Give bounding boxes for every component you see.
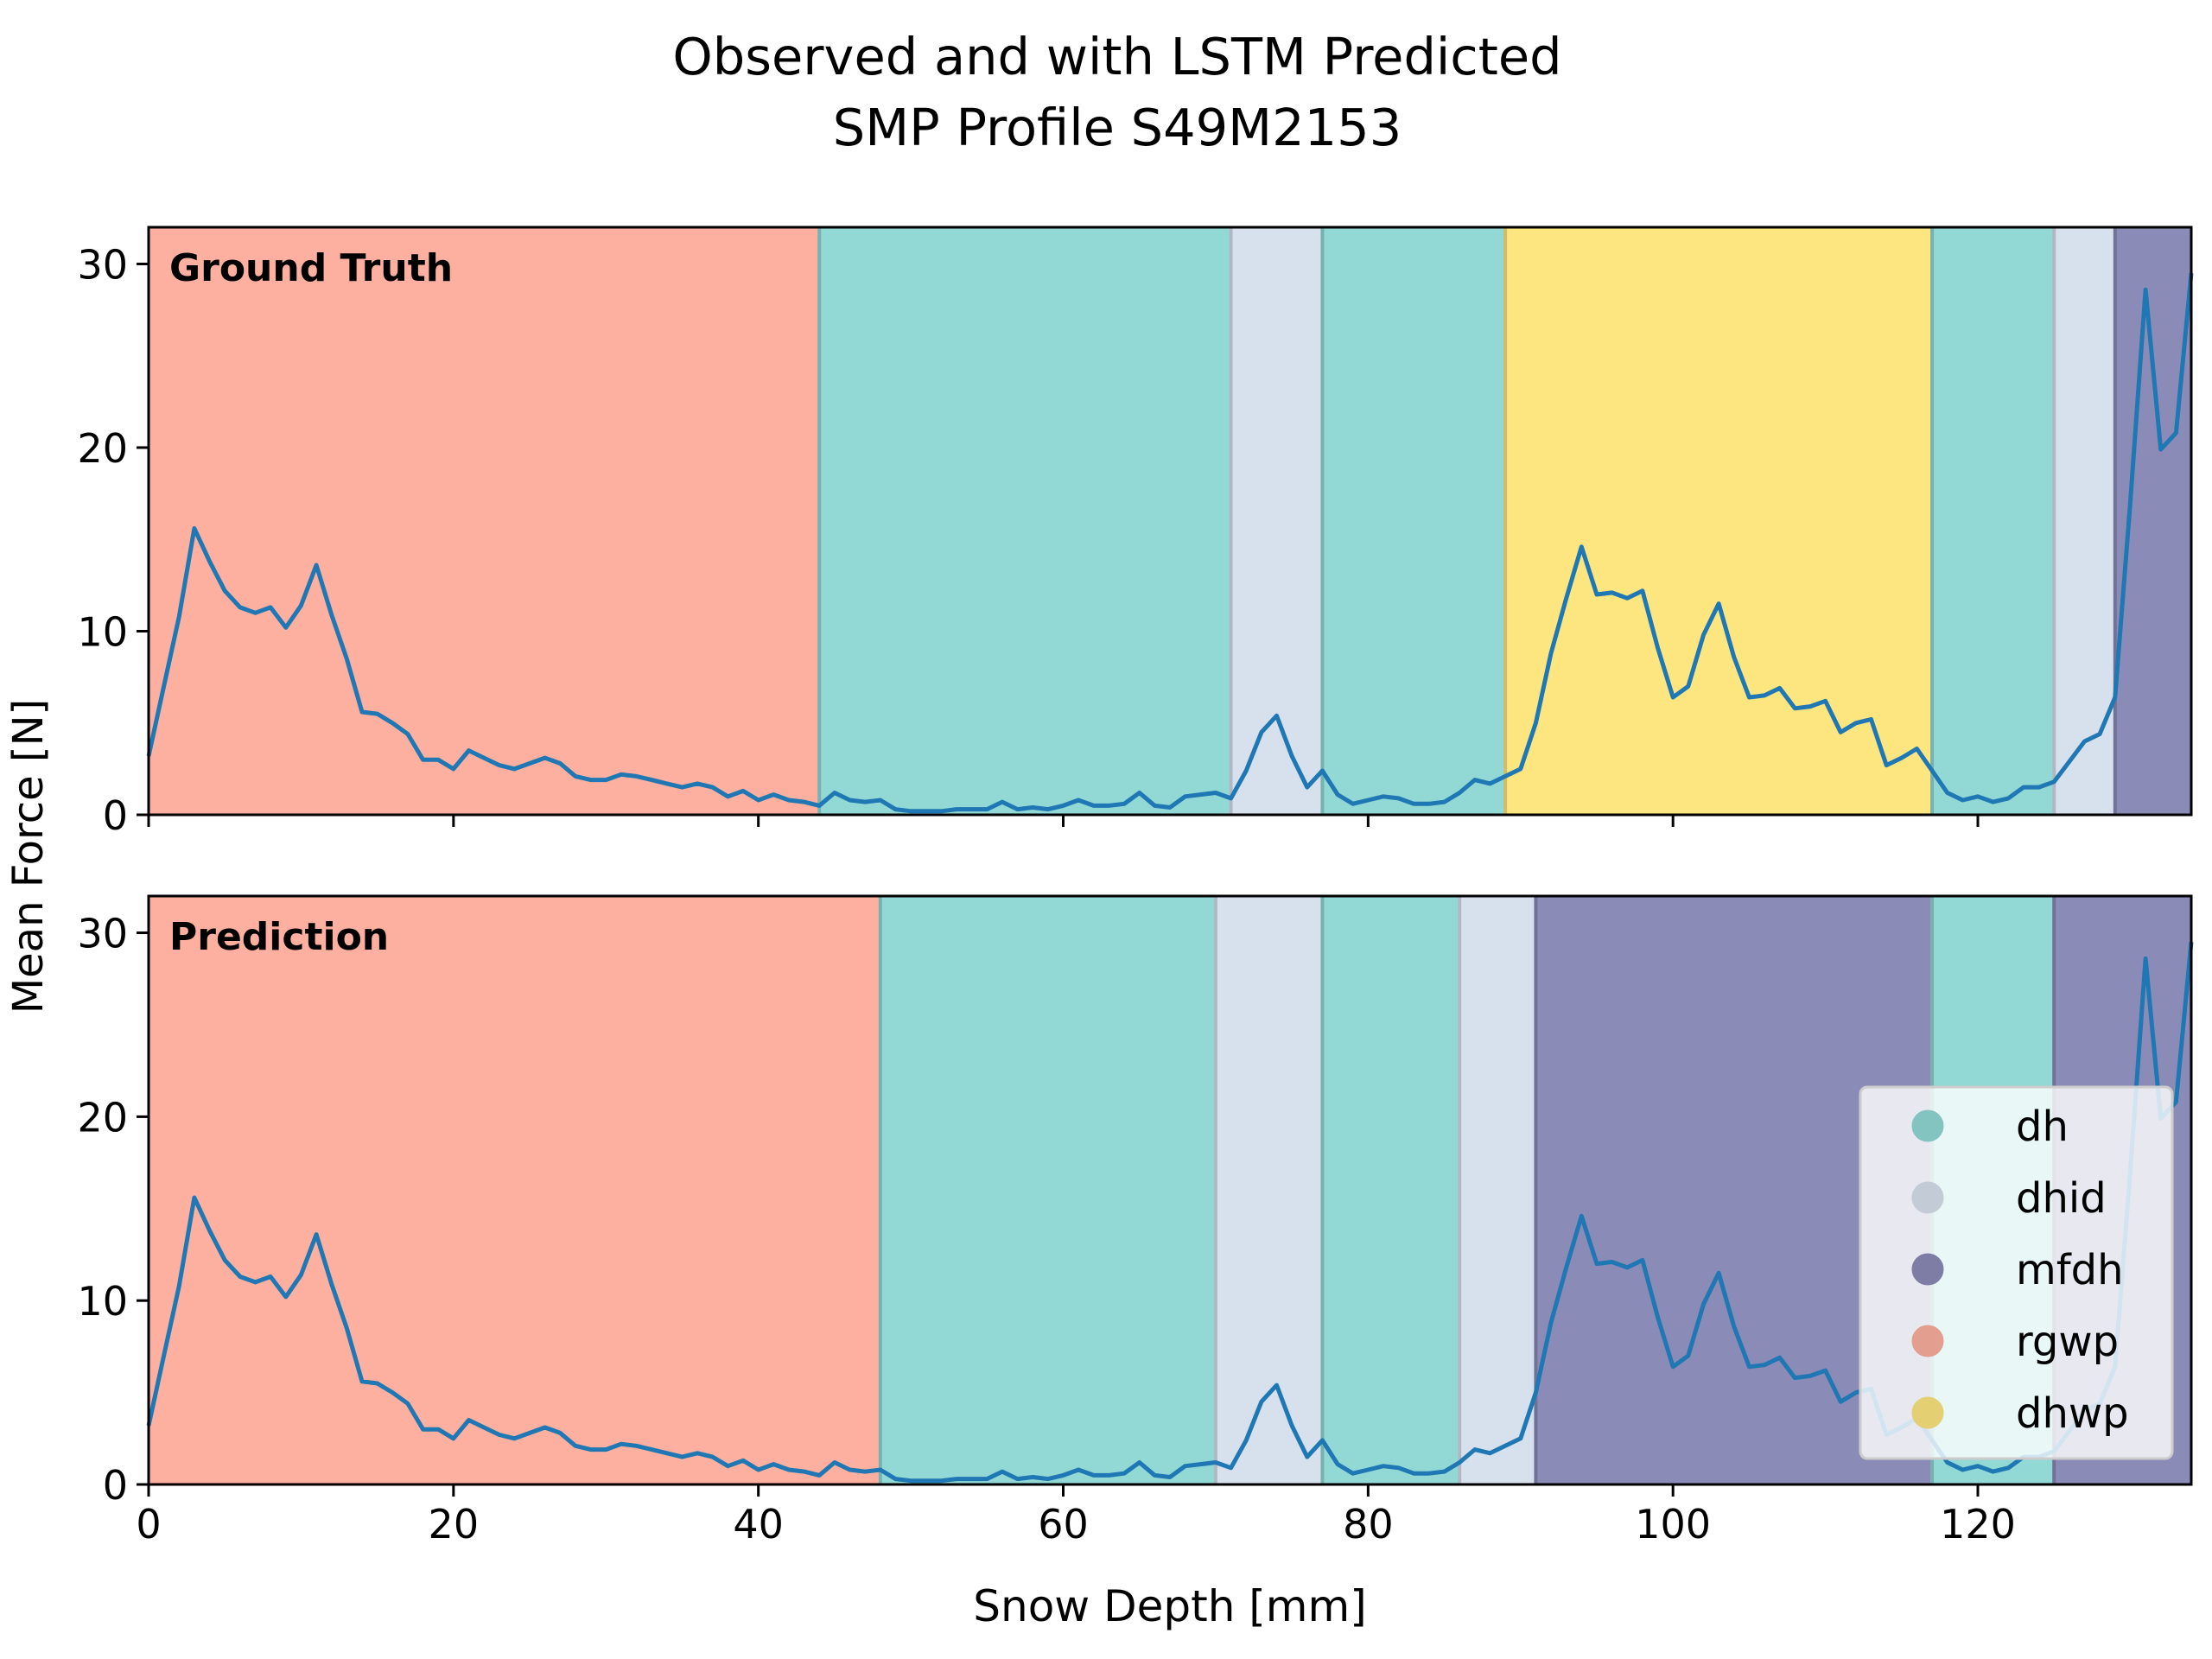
x-tick-label: 40 xyxy=(733,1501,784,1548)
x-axis-label: Snow Depth [mm] xyxy=(973,1581,1366,1631)
legend-label-dhid: dhid xyxy=(2016,1174,2107,1223)
plot-frame xyxy=(147,226,2193,817)
y-tick-label: 10 xyxy=(77,1278,128,1325)
plot-frame xyxy=(147,894,2193,1486)
segment-dh xyxy=(1322,227,1506,815)
y-tick-label: 10 xyxy=(77,609,128,656)
force-line xyxy=(146,941,2194,1484)
legend-marker-mfdh xyxy=(1911,1253,1944,1286)
legend: dh dhid mfdh rgwp dhwp xyxy=(1859,1085,2174,1460)
legend-label-mfdh: mfdh xyxy=(2016,1246,2124,1294)
segment-dhid xyxy=(1459,896,1536,1484)
segment-dh xyxy=(880,896,1216,1484)
legend-marker-dh xyxy=(1911,1109,1944,1142)
legend-marker-dhwp xyxy=(1911,1396,1944,1429)
y-tick-label: 0 xyxy=(103,792,128,839)
panel-label: Prediction xyxy=(169,915,389,959)
x-tick-label: 60 xyxy=(1038,1501,1089,1548)
segment-dhid xyxy=(1215,896,1323,1484)
segment-dh xyxy=(1932,227,2055,815)
segment-mfdh xyxy=(2114,227,2191,815)
y-tick-label: 30 xyxy=(77,911,128,957)
y-tick-label: 20 xyxy=(77,425,128,472)
chart-title-line1: Observed and with LSTM Predicted xyxy=(672,27,1561,86)
x-tick-label: 120 xyxy=(1940,1501,2016,1548)
legend-marker-dhid xyxy=(1911,1181,1944,1214)
segment-dhid xyxy=(1230,227,1323,815)
y-tick-label: 0 xyxy=(103,1462,128,1509)
segment-rgwp xyxy=(149,896,880,1484)
segment-rgwp xyxy=(149,227,820,815)
y-tick-label: 30 xyxy=(77,242,128,289)
legend-label-dh: dh xyxy=(2016,1103,2069,1151)
y-axis-label: Mean Force [N] xyxy=(4,699,53,1014)
panel-ground-truth: 0 10 20 30 Ground Truth xyxy=(77,226,2194,839)
legend-marker-rgwp xyxy=(1911,1325,1944,1357)
y-tick-label: 20 xyxy=(77,1094,128,1141)
chart-title-line2: SMP Profile S49M2153 xyxy=(833,98,1402,157)
x-tick-label: 0 xyxy=(136,1501,161,1548)
legend-label-dhwp: dhwp xyxy=(2016,1389,2129,1438)
segment-dhwp xyxy=(1505,227,1933,815)
legend-box xyxy=(1859,1085,2174,1460)
segment-dh xyxy=(819,227,1231,815)
x-tick-label: 100 xyxy=(1635,1501,1711,1548)
x-tick-label: 80 xyxy=(1343,1501,1394,1548)
legend-label-rgwp: rgwp xyxy=(2016,1318,2119,1366)
force-line xyxy=(146,272,2194,814)
x-tick-label: 20 xyxy=(429,1501,480,1548)
panel-label: Ground Truth xyxy=(169,246,453,290)
segment-dh xyxy=(1322,896,1460,1484)
segment-dhid xyxy=(2054,227,2115,815)
